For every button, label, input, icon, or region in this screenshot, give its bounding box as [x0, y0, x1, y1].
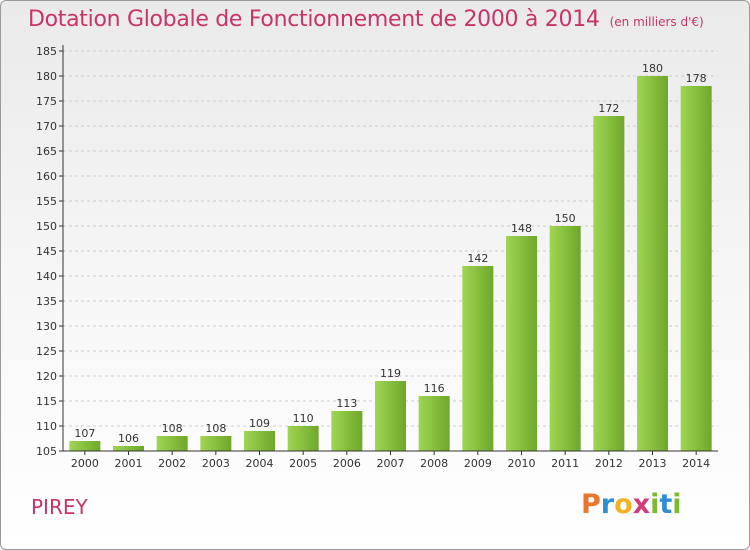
bar: [375, 381, 406, 451]
bar-value-label: 108: [162, 422, 183, 435]
y-tick-label: 160: [36, 170, 57, 183]
bar-value-label: 142: [467, 252, 488, 265]
y-tick-label: 150: [36, 220, 57, 233]
logo-letter: r: [600, 489, 615, 520]
chart-title-text: Dotation Globale de Fonctionnement de 20…: [28, 7, 600, 32]
bar: [331, 411, 363, 451]
bar-value-label: 107: [74, 427, 95, 440]
commune-name: PIREY: [31, 495, 88, 519]
bar-value-label: 180: [642, 62, 663, 75]
logo-letter: P: [581, 489, 601, 520]
bar: [637, 76, 668, 451]
y-tick-label: 140: [36, 270, 57, 283]
y-tick-label: 130: [36, 320, 57, 333]
bar-value-label: 148: [511, 222, 532, 235]
chart-title: Dotation Globale de Fonctionnement de 20…: [28, 7, 704, 32]
y-tick-label: 105: [36, 445, 57, 458]
y-tick-label: 125: [36, 345, 57, 358]
bar-value-label: 178: [686, 72, 707, 85]
bar-value-label: 119: [380, 367, 401, 380]
x-tick-label: 2002: [158, 457, 186, 470]
bar: [156, 436, 188, 451]
y-tick-label: 185: [36, 45, 57, 58]
x-tick-label: 2003: [202, 457, 230, 470]
y-tick-label: 165: [36, 145, 57, 158]
bar: [113, 446, 144, 451]
y-tick-label: 135: [36, 295, 57, 308]
bar: [200, 436, 232, 451]
logo-letter: i: [650, 489, 660, 520]
x-tick-label: 2010: [508, 457, 536, 470]
bar: [680, 86, 712, 451]
bar-value-label: 113: [336, 397, 357, 410]
bar-value-label: 150: [555, 212, 576, 225]
proxiti-logo: Proxiti: [581, 489, 682, 520]
logo-letter: t: [659, 489, 673, 520]
x-tick-label: 2011: [551, 457, 579, 470]
bar-value-label: 172: [598, 102, 619, 115]
bar-value-label: 108: [205, 422, 226, 435]
bar: [506, 236, 537, 451]
x-tick-label: 2001: [115, 457, 143, 470]
y-tick-label: 175: [36, 95, 57, 108]
bar: [287, 426, 319, 451]
x-tick-label: 2014: [682, 457, 710, 470]
y-tick-label: 110: [36, 420, 57, 433]
y-tick-label: 170: [36, 120, 57, 133]
logo-letter: o: [614, 489, 633, 520]
bar-value-label: 116: [424, 382, 445, 395]
bar: [69, 441, 101, 451]
x-tick-label: 2005: [289, 457, 317, 470]
bar-value-label: 106: [118, 432, 139, 445]
x-tick-label: 2000: [71, 457, 99, 470]
bar-value-label: 110: [293, 412, 314, 425]
bar: [244, 431, 275, 451]
bar: [593, 116, 625, 451]
bar: [462, 266, 494, 451]
logo-letter: i: [672, 489, 682, 520]
bar: [418, 396, 450, 451]
x-tick-label: 2008: [420, 457, 448, 470]
y-tick-label: 145: [36, 245, 57, 258]
chart-subtitle: (en milliers d'€): [609, 15, 704, 29]
y-tick-label: 155: [36, 195, 57, 208]
x-tick-label: 2006: [333, 457, 361, 470]
y-tick-label: 180: [36, 70, 57, 83]
bar: [549, 226, 581, 451]
x-tick-label: 2012: [595, 457, 623, 470]
x-tick-label: 2013: [639, 457, 667, 470]
x-tick-label: 2009: [464, 457, 492, 470]
bar-value-label: 109: [249, 417, 270, 430]
x-tick-label: 2004: [246, 457, 274, 470]
logo-letter: x: [632, 489, 651, 520]
x-tick-label: 2007: [377, 457, 405, 470]
y-tick-label: 115: [36, 395, 57, 408]
y-tick-label: 120: [36, 370, 57, 383]
